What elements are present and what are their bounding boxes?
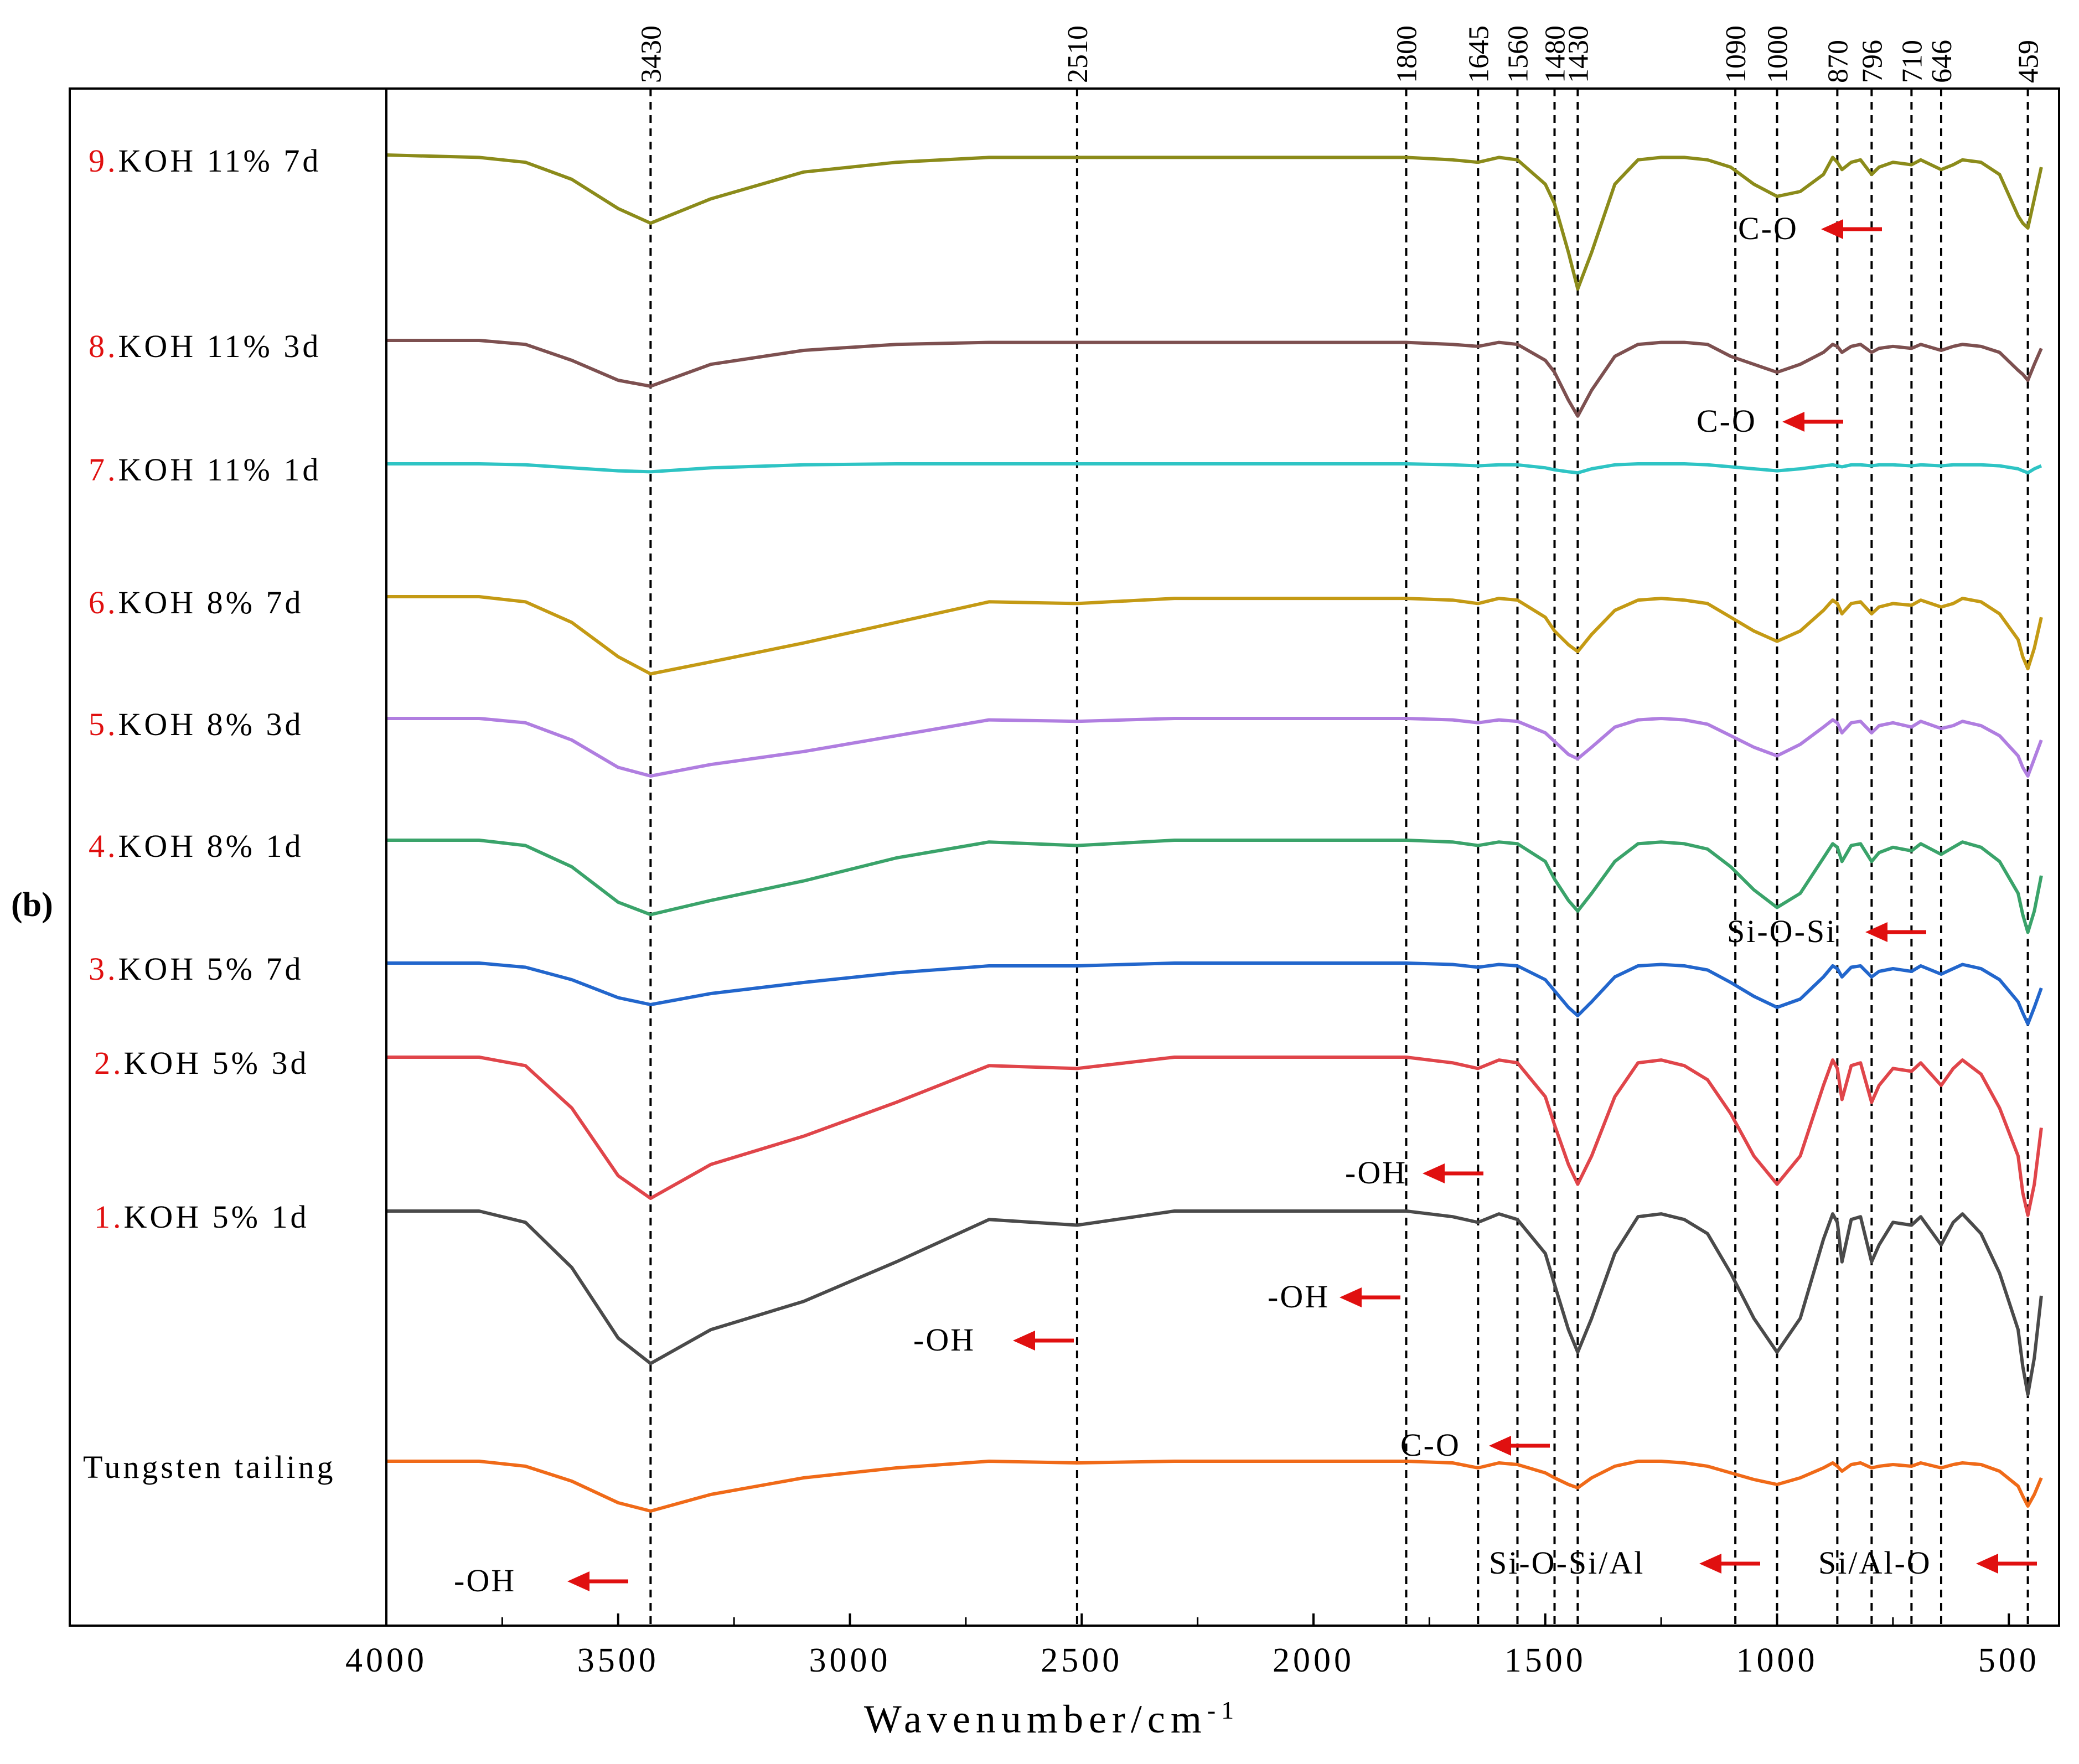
sample-name: KOH 5% 3d xyxy=(124,1045,309,1081)
x-ticks-group: 4000 3500 3000 2500 2000 1500 1000 500 xyxy=(345,1613,2040,1679)
annotation-label: C-O xyxy=(1400,1427,1461,1463)
peak-label: 796 xyxy=(1856,40,1888,83)
sample-label: 4.KOH 8% 1d xyxy=(89,828,303,864)
annotation-label: C-O xyxy=(1697,403,1757,439)
peak-label: 1000 xyxy=(1762,25,1794,83)
annotation-arrow-head xyxy=(1699,1554,1721,1574)
spectrum-line xyxy=(386,153,2043,291)
peak-label: 459 xyxy=(2013,40,2045,83)
sample-label: 9.KOH 11% 7d xyxy=(89,143,321,179)
annotation-label: -OH xyxy=(454,1563,516,1599)
annotation-arrow-head xyxy=(1340,1287,1362,1307)
sample-label: 3.KOH 5% 7d xyxy=(89,951,303,987)
sample-number: 9. xyxy=(89,143,118,179)
peak-label: 870 xyxy=(1822,40,1854,83)
peak-label: 646 xyxy=(1926,40,1958,83)
sample-name: KOH 11% 1d xyxy=(118,452,322,488)
peak-label: 3430 xyxy=(635,25,667,83)
annotation-arrow-head xyxy=(1821,219,1843,239)
annotation-arrow-head xyxy=(567,1571,589,1591)
sample-label: 7.KOH 11% 1d xyxy=(89,452,321,488)
spectrum-line xyxy=(386,1460,2043,1513)
peak-label: 1090 xyxy=(1720,25,1752,83)
spectrum-line xyxy=(386,717,2043,778)
sample-number: 5. xyxy=(89,706,118,742)
spectrum-line xyxy=(386,1209,2043,1396)
peak-label: 2510 xyxy=(1062,25,1094,83)
x-axis-title: Wavenumber/cm-1 xyxy=(864,1696,1239,1742)
sample-name: KOH 8% 1d xyxy=(118,828,304,864)
annotation-arrow-head xyxy=(1423,1163,1445,1183)
sample-label: Tungsten tailing xyxy=(83,1449,336,1485)
annotation-arrow-head xyxy=(1976,1554,1998,1574)
sample-name: KOH 11% 3d xyxy=(118,328,322,364)
annotation-arrow-head xyxy=(1782,412,1804,432)
x-tick-label: 4000 xyxy=(345,1642,427,1679)
sample-number: 4. xyxy=(89,828,118,864)
panel-label: (b) xyxy=(11,886,53,924)
spectrum-line xyxy=(386,1056,2043,1217)
sample-name: KOH 11% 7d xyxy=(118,143,322,179)
sample-number: 2. xyxy=(94,1045,124,1081)
peak-label: 710 xyxy=(1896,40,1928,83)
peak-label: 1480 xyxy=(1540,25,1571,83)
annotation-arrow-head xyxy=(1865,922,1887,942)
peak-label: 1430 xyxy=(1563,25,1594,83)
peak-label: 1645 xyxy=(1463,25,1494,83)
spectrum-line xyxy=(386,339,2043,418)
sample-name: Tungsten tailing xyxy=(83,1449,336,1485)
spectrum-line xyxy=(386,961,2043,1026)
sample-label: 5.KOH 8% 3d xyxy=(89,706,303,742)
spectra-group xyxy=(386,153,2043,1513)
x-tick-label: 1500 xyxy=(1504,1642,1586,1679)
x-tick-label: 1000 xyxy=(1736,1642,1818,1679)
sample-label: 2.KOH 5% 3d xyxy=(94,1045,309,1081)
annotations-group: C-O C-O Si-O-Si -OH -OH -OH C-O -OH Si-O-Si/Al Si… xyxy=(454,210,2037,1599)
x-tick-label: 3000 xyxy=(809,1642,891,1679)
x-tick-label: 3500 xyxy=(577,1642,659,1679)
x-tick-label: 2500 xyxy=(1041,1642,1123,1679)
sample-number: 3. xyxy=(89,951,118,987)
annotation-arrow-head xyxy=(1489,1436,1511,1456)
annotation-label: -OH xyxy=(1345,1155,1407,1191)
annotation-arrow-head xyxy=(1013,1331,1035,1351)
spectrum-line xyxy=(386,462,2042,475)
sample-label: 6.KOH 8% 7d xyxy=(89,584,303,620)
spectrum-line xyxy=(386,839,2043,934)
annotation-label: C-O xyxy=(1738,210,1798,246)
spectrum-line xyxy=(386,595,2043,676)
plot-frame xyxy=(69,87,2060,1627)
peak-label: 1560 xyxy=(1503,25,1534,83)
sample-label: 1.KOH 5% 1d xyxy=(94,1199,309,1235)
annotation-label: Si/Al-O xyxy=(1818,1545,1932,1581)
annotation-label: -OH xyxy=(913,1322,975,1358)
annotation-label: Si-O-Si xyxy=(1727,913,1837,949)
x-axis-title-superscript: -1 xyxy=(1207,1696,1239,1724)
peak-label: 1800 xyxy=(1392,25,1423,83)
annotation-label: Si-O-Si/Al xyxy=(1489,1545,1644,1581)
sample-label: 8.KOH 11% 3d xyxy=(89,328,321,364)
sample-number: 6. xyxy=(89,584,118,620)
annotation-label: -OH xyxy=(1268,1279,1330,1315)
sample-labels-group: 9.KOH 11% 7d8.KOH 11% 3d7.KOH 11% 1d6.KO… xyxy=(83,143,336,1485)
sample-name: KOH 5% 7d xyxy=(118,951,304,987)
sample-name: KOH 5% 1d xyxy=(124,1199,309,1235)
sample-number: 7. xyxy=(89,452,118,488)
sample-number: 8. xyxy=(89,328,118,364)
x-tick-label: 2000 xyxy=(1273,1642,1354,1679)
sample-number: 1. xyxy=(94,1199,124,1235)
x-tick-label: 500 xyxy=(1978,1642,2040,1679)
x-axis-title-text: Wavenumber/cm xyxy=(864,1697,1207,1741)
sample-name: KOH 8% 7d xyxy=(118,584,304,620)
sample-name: KOH 8% 3d xyxy=(118,706,304,742)
